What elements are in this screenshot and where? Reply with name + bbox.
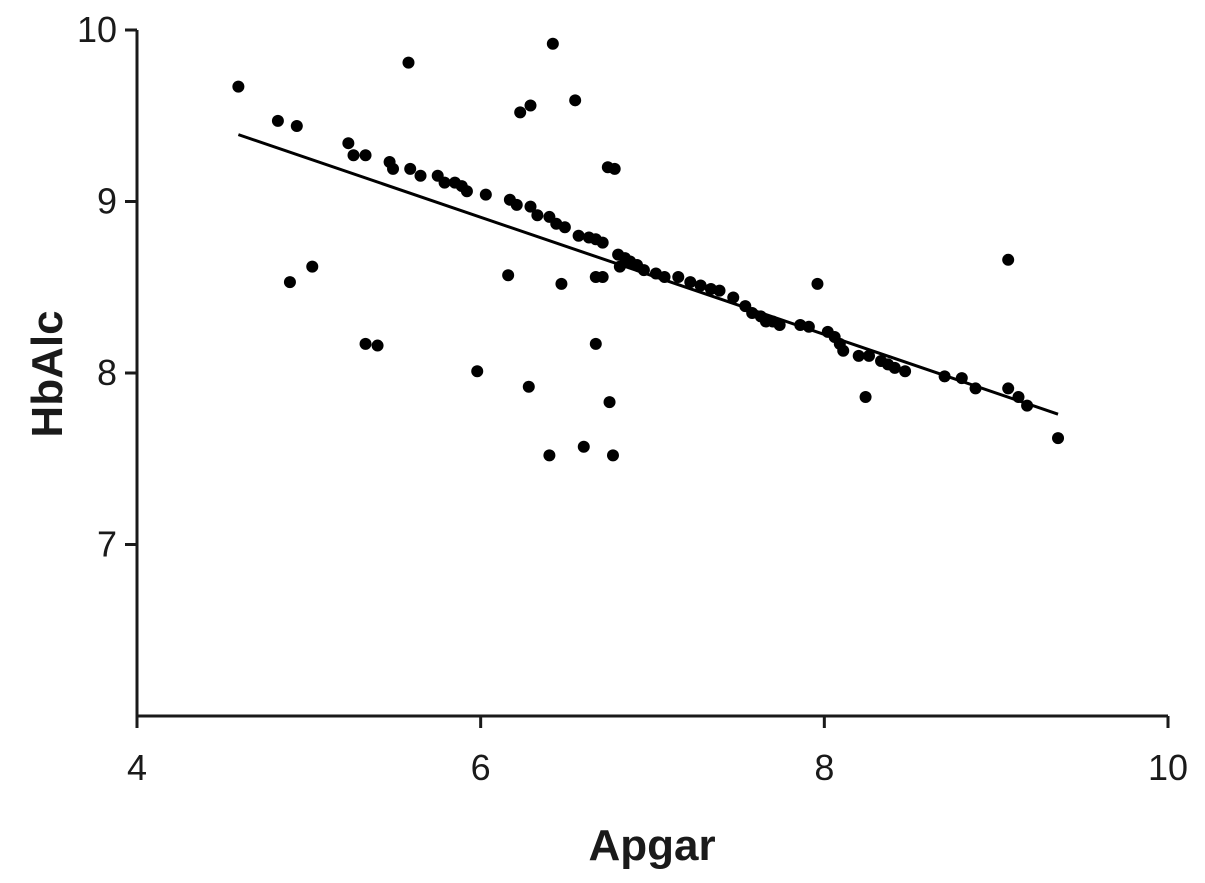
data-point bbox=[524, 99, 537, 112]
data-point bbox=[306, 260, 319, 273]
data-point bbox=[694, 279, 707, 292]
data-point bbox=[404, 162, 417, 175]
data-point bbox=[402, 56, 415, 69]
x-tick-label: 8 bbox=[814, 747, 834, 788]
data-point bbox=[359, 337, 372, 350]
data-point bbox=[531, 209, 544, 222]
y-tick-label: 8 bbox=[97, 352, 117, 393]
data-point bbox=[572, 229, 585, 242]
data-point bbox=[502, 269, 515, 282]
data-point bbox=[558, 221, 571, 234]
fit-line bbox=[237, 133, 1059, 416]
data-point bbox=[589, 337, 602, 350]
data-point bbox=[899, 365, 912, 378]
data-point bbox=[811, 277, 824, 290]
data-point bbox=[232, 80, 245, 93]
data-point bbox=[888, 361, 901, 374]
data-point bbox=[863, 349, 876, 362]
data-point bbox=[555, 277, 568, 290]
data-point bbox=[522, 380, 535, 393]
data-point bbox=[684, 276, 697, 289]
data-point bbox=[283, 276, 296, 289]
data-point bbox=[290, 120, 303, 133]
x-axis-title: Apgar bbox=[588, 821, 715, 870]
data-point bbox=[471, 365, 484, 378]
data-point bbox=[514, 106, 527, 119]
data-point bbox=[727, 291, 740, 304]
data-point bbox=[479, 188, 492, 201]
data-point bbox=[596, 270, 609, 283]
data-point bbox=[603, 396, 616, 409]
data-point bbox=[1052, 432, 1065, 445]
data-point bbox=[359, 149, 372, 162]
data-point bbox=[524, 200, 537, 213]
data-point bbox=[859, 391, 872, 404]
y-tick-label: 7 bbox=[97, 524, 117, 565]
data-point bbox=[510, 198, 523, 211]
x-tick-label: 6 bbox=[471, 747, 491, 788]
data-point bbox=[271, 114, 284, 127]
data-point bbox=[438, 176, 451, 189]
y-tick-label: 10 bbox=[77, 9, 117, 50]
data-point bbox=[577, 440, 590, 453]
data-point bbox=[342, 137, 355, 150]
data-point bbox=[672, 270, 685, 283]
data-point bbox=[347, 149, 360, 162]
data-point bbox=[1002, 382, 1015, 395]
x-tick-label: 4 bbox=[127, 747, 147, 788]
data-point bbox=[608, 162, 621, 175]
data-point bbox=[596, 236, 609, 249]
data-point bbox=[713, 284, 726, 297]
data-point bbox=[460, 185, 473, 198]
data-point bbox=[546, 37, 559, 50]
data-point bbox=[837, 344, 850, 357]
y-axis-title: HbAlc bbox=[23, 310, 72, 437]
data-point bbox=[606, 449, 619, 462]
data-point bbox=[1002, 253, 1015, 266]
data-point bbox=[414, 169, 427, 182]
y-tick-label: 9 bbox=[97, 181, 117, 222]
data-point bbox=[569, 94, 582, 107]
data-point bbox=[543, 449, 556, 462]
x-tick-label: 10 bbox=[1148, 747, 1188, 788]
data-point bbox=[773, 318, 786, 331]
data-point bbox=[371, 339, 384, 352]
data-point bbox=[387, 162, 400, 175]
data-point bbox=[852, 349, 865, 362]
